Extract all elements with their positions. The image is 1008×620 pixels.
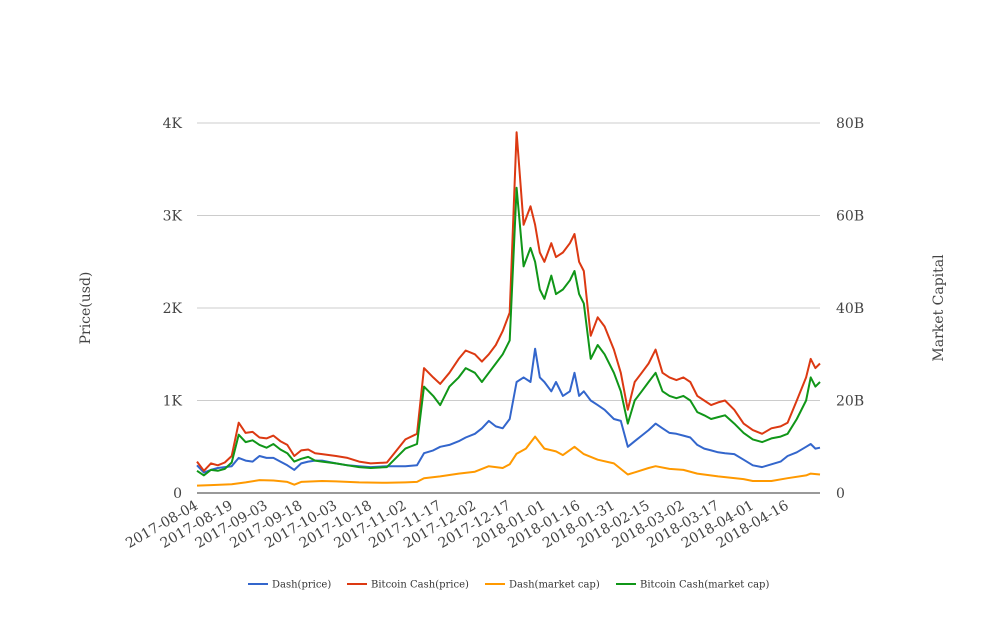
y-tick-label: 2K (163, 301, 183, 317)
legend-label: Dash(price) (272, 580, 331, 591)
y-tick-label: 0 (173, 486, 182, 502)
legend-label: Bitcoin Cash(price) (371, 580, 469, 591)
y-axis-title-left: Price(usd) (78, 272, 94, 345)
x-axis: 2017-08-042017-08-192017-09-032017-09-18… (123, 498, 792, 552)
y-axis-left: 0 1K 2K 3K 4K (163, 116, 183, 502)
legend-item[interactable]: Bitcoin Cash(price) (347, 580, 469, 591)
legend-label: Dash(market cap) (509, 580, 600, 591)
legend-label: Bitcoin Cash(market cap) (640, 580, 769, 591)
legend-item[interactable]: Bitcoin Cash(market cap) (616, 580, 769, 591)
series-line-bitcoin-cash-price (196, 131, 821, 472)
legend-item[interactable]: Dash(price) (248, 580, 331, 591)
y-axis-title-right: Market Capital (931, 254, 947, 362)
y2-tick-label: 40B (836, 301, 864, 317)
y-tick-label: 4K (163, 116, 183, 132)
gridlines (197, 122, 820, 494)
y2-tick-label: 60B (836, 209, 864, 225)
legend-item[interactable]: Dash(market cap) (485, 580, 600, 591)
y-tick-label: 3K (163, 209, 183, 225)
series-lines (196, 131, 821, 487)
y2-tick-label: 0 (836, 486, 845, 502)
y-axis-right: 0 20B 40B 60B 80B (836, 116, 864, 502)
series-line-dash-price (196, 347, 821, 474)
y2-tick-label: 20B (836, 394, 864, 410)
y-tick-label: 1K (163, 394, 183, 410)
series-line-dash-market-cap (196, 435, 821, 487)
series-line-bitcoin-cash-market-cap (196, 186, 821, 477)
y2-tick-label: 80B (836, 116, 864, 132)
legend: Dash(price) Bitcoin Cash(price) Dash(marke… (248, 580, 769, 591)
